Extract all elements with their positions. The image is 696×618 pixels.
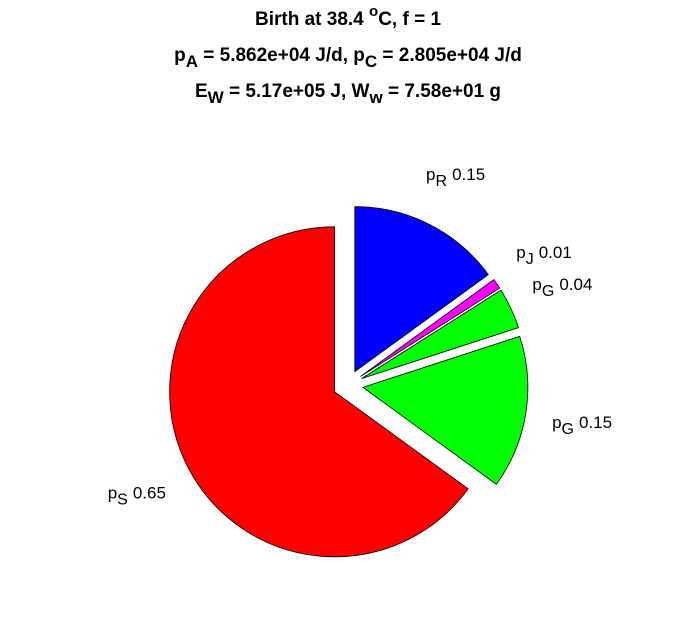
chart-title: EW = 5.17e+05 J, Ww = 7.58e+01 g — [195, 81, 501, 107]
title-subscript: C — [365, 52, 377, 71]
label-value: 0.65 — [133, 484, 166, 503]
label-value: 0.01 — [539, 243, 572, 262]
label-subscript: J — [526, 251, 534, 268]
title-text: p — [174, 45, 186, 66]
label-value: 0.15 — [579, 413, 612, 432]
title-text: = 7.58e+01 g — [383, 81, 501, 102]
label-subscript: G — [542, 283, 554, 300]
title-text: C, f = 1 — [378, 9, 441, 30]
slice-label: pG 0.04 — [532, 275, 592, 300]
slice-label: pR 0.15 — [426, 165, 485, 190]
label-symbol: p — [552, 413, 561, 432]
pie-slice — [354, 206, 489, 373]
chart-title: Birth at 38.4 oC, f = 1 — [255, 3, 441, 30]
label-value: 0.15 — [452, 165, 485, 184]
chart-title: pA = 5.862e+04 J/d, pC = 2.805e+04 J/d — [174, 45, 522, 71]
label-symbol: p — [426, 165, 435, 184]
label-symbol: p — [108, 484, 117, 503]
title-subscript: W — [208, 88, 225, 107]
pie-slice — [169, 226, 469, 558]
pie-slice — [360, 279, 501, 377]
label-value: 0.04 — [559, 275, 592, 294]
slice-label: pS 0.65 — [108, 484, 166, 509]
title-text: Birth at 38.4 — [255, 9, 369, 30]
title-subscript: A — [186, 52, 198, 71]
pie-slice — [361, 289, 520, 379]
label-symbol: p — [532, 275, 541, 294]
pie-slice — [361, 335, 529, 485]
title-text: = 2.805e+04 J/d — [377, 45, 522, 66]
title-superscript: o — [369, 3, 378, 20]
title-text: = 5.862e+04 J/d, p — [198, 45, 365, 66]
title-text: E — [195, 81, 208, 102]
slice-label: pG 0.15 — [552, 413, 612, 438]
label-subscript: R — [436, 173, 448, 190]
title-text: = 5.17e+05 J, W — [224, 81, 370, 102]
title-subscript: w — [368, 88, 383, 107]
label-subscript: G — [562, 421, 574, 438]
label-symbol: p — [516, 243, 525, 262]
slice-label: pJ 0.01 — [516, 243, 572, 268]
label-subscript: S — [117, 492, 128, 509]
